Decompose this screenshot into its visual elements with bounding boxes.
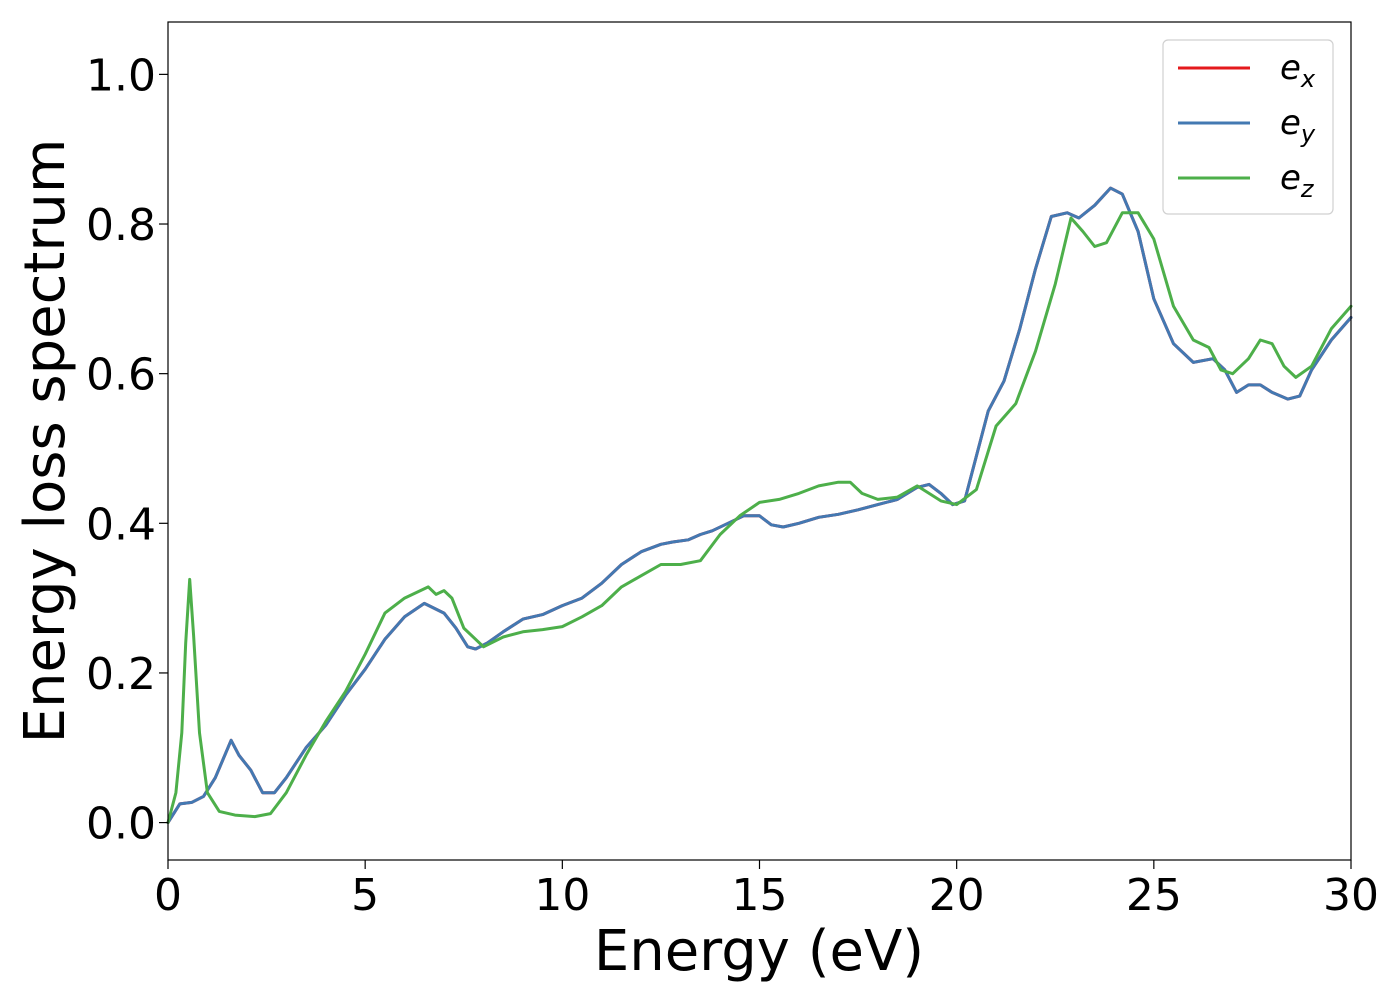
series-line-y xyxy=(166,186,1353,825)
y-tick-label: 0.2 xyxy=(86,649,156,700)
x-tick-label: 25 xyxy=(1126,870,1182,921)
plot-background xyxy=(168,22,1351,860)
x-axis-title: Energy (eV) xyxy=(594,919,924,984)
y-axis-title: Energy loss spectrum xyxy=(13,139,78,744)
x-tick-label: 30 xyxy=(1323,870,1379,921)
series-layer xyxy=(166,186,1353,825)
x-axis: 0 5 10 15 20 25 30 xyxy=(154,860,1379,921)
y-tick-label: 0.0 xyxy=(86,799,156,850)
y-tick-label: 0.4 xyxy=(86,499,156,550)
y-tick-label: 1.0 xyxy=(86,50,156,101)
y-axis: 0.0 0.2 0.4 0.6 0.8 1.0 xyxy=(86,50,168,850)
x-tick-label: 0 xyxy=(154,870,182,921)
y-tick-label: 0.8 xyxy=(86,200,156,251)
x-tick-label: 15 xyxy=(732,870,788,921)
legend-frame xyxy=(1162,39,1334,215)
x-tick-label: 5 xyxy=(351,870,379,921)
y-tick-label: 0.6 xyxy=(86,350,156,401)
x-tick-label: 20 xyxy=(929,870,985,921)
series-line-z xyxy=(166,211,1353,825)
x-tick-label: 10 xyxy=(534,870,590,921)
